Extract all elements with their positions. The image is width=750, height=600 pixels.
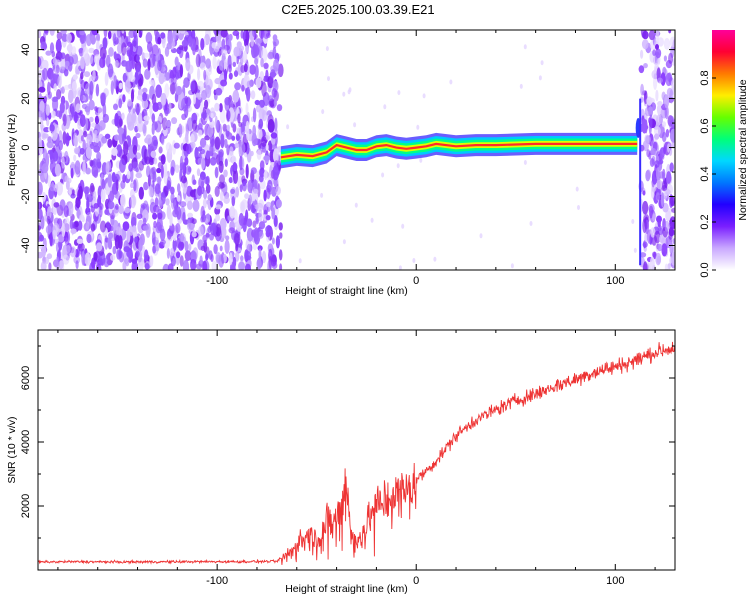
colorbar-gradient: [712, 30, 735, 270]
noise-texture: [38, 30, 675, 270]
colorbar-tick-label: 0.8: [699, 70, 711, 85]
y-tick-label: -20: [20, 189, 32, 205]
x-tick-label: 100: [606, 275, 624, 287]
x-axis-label: Height of straight line (km): [285, 285, 408, 297]
y-tick-label: 4000: [20, 430, 32, 454]
spectrogram-panel: -100 0 100 -40 -20 0 20 40 Height of straight li…: [6, 29, 749, 297]
plot-frame: [37, 29, 676, 271]
y-tick-label: 0: [20, 144, 32, 150]
x-tick-label: -100: [206, 275, 228, 287]
signal-ridge: [280, 142, 638, 159]
colorbar-tick-label: 0.6: [699, 118, 711, 133]
y-tick-label: 20: [20, 92, 32, 104]
x-tick-label: 100: [606, 575, 624, 587]
y-tick-label: 2000: [20, 494, 32, 518]
colorbar-tick-label: 0.4: [699, 166, 711, 181]
x-tick-label: 0: [413, 275, 419, 287]
x-tick-label: -100: [206, 575, 228, 587]
colorbar: 0.0 0.2 0.4 0.6 0.8 Normalized spectral ampli…: [699, 30, 749, 278]
signal-band-core: [280, 140, 638, 161]
y-axis-label: SNR (10 * v/v): [6, 416, 18, 483]
y-axis-label: Frequency (Hz): [6, 114, 18, 186]
colorbar-tick-label: 0.0: [699, 262, 711, 277]
snr-panel: -100 0 100 2000 4000 6000 Height of straight l…: [6, 329, 676, 595]
signal-band: [280, 98, 642, 266]
colorbar-tick-label: 0.2: [699, 214, 711, 229]
y-tick-label: 6000: [20, 366, 32, 390]
chart-title: C2E5.2025.100.03.39.E21: [281, 2, 434, 17]
x-tick-label: 0: [413, 575, 419, 587]
colorbar-label: Normalized spectral amplitude: [737, 79, 749, 220]
x-axis-label: Height of straight line (km): [285, 583, 408, 595]
snr-series-line: [38, 341, 675, 565]
y-tick-label: -40: [20, 238, 32, 254]
y-tick-label: 40: [20, 43, 32, 55]
plot-frame: [37, 329, 676, 571]
